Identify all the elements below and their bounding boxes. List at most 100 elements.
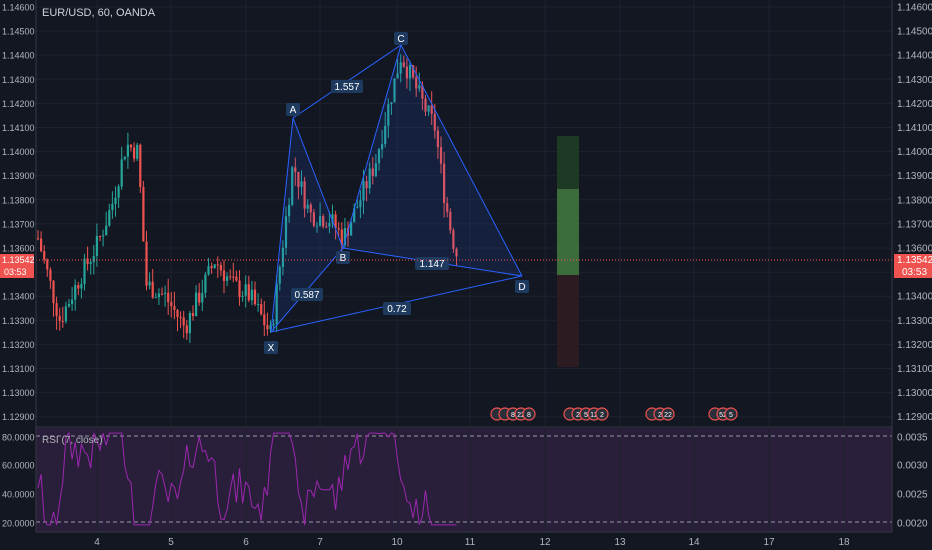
candle-body (191, 313, 195, 317)
rsi-left-tick-label: 80.0000 (2, 433, 35, 443)
candle-body (257, 304, 260, 306)
candle-body (250, 289, 253, 301)
candle-body (216, 264, 219, 266)
candle-body (241, 296, 244, 298)
stop-zone (557, 275, 579, 367)
time-axis[interactable]: 4 5 6 7 10 11 12 13 14 17 18 (94, 537, 850, 548)
candle-body (244, 284, 247, 297)
left-price-tick-label: 1.14100 (2, 123, 35, 133)
candle-body (182, 317, 185, 326)
candle-body (235, 276, 238, 281)
rsi-left-tick-label: 40.0000 (2, 490, 35, 500)
candle-body (102, 235, 105, 237)
svg-text:D: D (518, 282, 525, 293)
candle-body (105, 225, 108, 236)
left-price-tick-label: 1.13100 (2, 364, 35, 374)
candle-body (350, 222, 353, 236)
candle-body (443, 163, 446, 204)
harmonic-pattern[interactable]: X A B C D 0.587 1.557 1.147 (264, 32, 529, 354)
event-markers[interactable]: 8 22 8 2 5 12 2 2 22 52 5 (490, 407, 738, 421)
candle-body (213, 264, 216, 269)
candle-body (49, 269, 52, 281)
rsi-right-axis: 0.0035 0.0030 0.0025 0.0020 (897, 433, 928, 530)
candle-body (204, 274, 207, 293)
rsi-right-tick-label: 0.0030 (897, 461, 928, 472)
rsi-right-tick-label: 0.0020 (897, 519, 928, 530)
symbol-title: EUR/USD, 60, OANDA (42, 7, 156, 19)
time-tick-label: 4 (94, 537, 100, 548)
candle-body (173, 306, 176, 310)
left-price-tick-label: 1.14200 (2, 99, 35, 109)
left-price-tick-label: 1.14600 (2, 3, 35, 13)
grid (36, 0, 892, 532)
time-tick-label: 10 (391, 537, 403, 548)
candle-body (362, 181, 365, 201)
event-label: 52 (719, 412, 727, 419)
economic-event-icon[interactable] (724, 407, 738, 421)
price-tick-label: 1.12900 (897, 412, 932, 423)
candle-body (67, 303, 71, 307)
candle-body (433, 114, 436, 131)
candle-body (126, 144, 129, 157)
left-price-tick-label: 1.13000 (2, 388, 35, 398)
price-tick-label: 1.14000 (897, 147, 932, 158)
price-tick-label: 1.13400 (897, 292, 932, 303)
time-tick-label: 7 (317, 537, 323, 548)
candle-body (120, 159, 123, 187)
candle-body (145, 241, 148, 286)
candle-body (238, 280, 241, 298)
price-tick-label: 1.13700 (897, 219, 932, 230)
economic-event-icon[interactable] (522, 407, 536, 421)
price-axis[interactable]: 1.14600 1.14600 1.14500 1.14500 1.14400 1.144… (2, 3, 932, 424)
candle-body (164, 292, 167, 294)
svg-text:1.557: 1.557 (334, 82, 359, 93)
candle-body (129, 144, 133, 148)
time-tick-label: 12 (539, 537, 551, 548)
candle-body (371, 168, 374, 177)
candle-body (98, 235, 102, 237)
candle-body (408, 65, 412, 79)
candle-body (424, 98, 427, 112)
rsi-left-tick-label: 20.0000 (2, 519, 35, 529)
candle-body (80, 284, 83, 289)
rsi-title: RSI (7, close) (42, 435, 103, 446)
candle-body (170, 302, 173, 307)
pattern-bcd-fill (343, 45, 522, 276)
candle-body (384, 125, 387, 145)
candle-body (185, 325, 188, 334)
candle-body (306, 204, 309, 209)
candle-body (315, 225, 319, 227)
left-price-tick-label: 1.13800 (2, 195, 35, 205)
candle-body (272, 324, 275, 326)
candle-body (278, 267, 281, 284)
candle-body (167, 292, 170, 303)
candle-body (319, 216, 322, 226)
candle-body (374, 163, 377, 177)
rsi-right-tick-label: 0.0025 (897, 490, 928, 501)
price-tick-label: 1.13800 (897, 195, 932, 206)
candle-body (139, 144, 142, 188)
price-tick-label: 1.14200 (897, 99, 932, 110)
svg-text:1.13542: 1.13542 (2, 255, 35, 265)
candle-body (198, 292, 201, 303)
candle-body (188, 313, 191, 334)
economic-event-icon[interactable] (661, 407, 675, 421)
left-price-tick-label: 1.14400 (2, 51, 35, 61)
candle-body (390, 102, 393, 105)
candle-body (266, 325, 269, 330)
candle-body (176, 309, 179, 318)
candle-body (331, 214, 334, 224)
candle-body (439, 147, 443, 164)
candle-body (123, 156, 126, 160)
svg-text:0.72: 0.72 (387, 304, 407, 315)
target-zone[interactable] (557, 136, 579, 367)
price-tick-label: 1.14300 (897, 75, 932, 86)
left-price-tick-label: 1.14000 (2, 147, 35, 157)
candle-body (61, 320, 64, 322)
candle-body (343, 227, 346, 246)
economic-event-icon[interactable] (595, 407, 609, 421)
candle-body (309, 204, 312, 213)
candle-body (58, 315, 61, 321)
price-tick-label: 1.14100 (897, 123, 932, 134)
